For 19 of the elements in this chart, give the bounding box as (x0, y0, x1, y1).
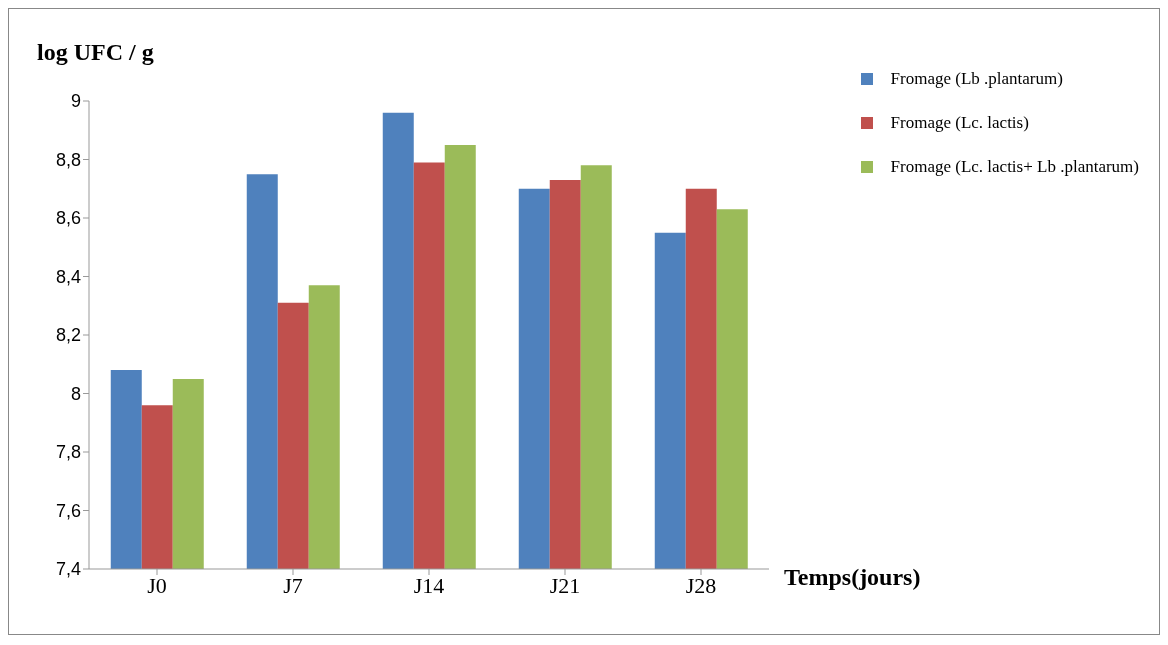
y-tick-label: 8,4 (55, 266, 81, 287)
legend-label: Fromage (Lc. lactis+ Lb .plantarum) (890, 157, 1139, 177)
y-axis-title: log UFC / g (37, 39, 154, 66)
y-tick-label: 7,8 (55, 442, 81, 463)
y-tick-label: 8,8 (55, 149, 81, 170)
legend-label: Fromage (Lb .plantarum) (890, 69, 1063, 89)
y-tick-label: 7,6 (55, 500, 81, 521)
legend-label: Fromage (Lc. lactis) (890, 113, 1029, 133)
x-tick-label: J0 (147, 572, 167, 598)
x-tick-label: J14 (413, 572, 445, 598)
x-tick-label: J21 (549, 572, 581, 598)
x-tick-label: J7 (283, 572, 303, 598)
y-tick-label: 8 (70, 383, 81, 404)
x-tick-label: J28 (685, 572, 717, 598)
x-axis-title: Temps(jours) (784, 564, 921, 591)
y-tick-label: 8,6 (55, 208, 81, 229)
y-tick-label: 7,4 (55, 559, 81, 580)
y-tick-label: 8,2 (55, 325, 81, 346)
y-tick-label: 9 (70, 91, 81, 112)
